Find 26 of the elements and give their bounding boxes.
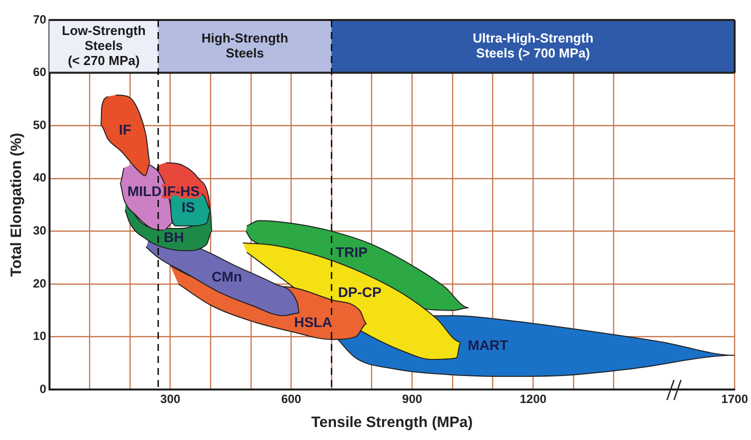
- x-tick-label: 300: [160, 392, 181, 406]
- y-tick-label: 30: [32, 224, 47, 238]
- y-tick-label: 0: [40, 382, 47, 396]
- y-tick-label: 10: [32, 329, 47, 344]
- band-label: High-Strength Steels: [202, 30, 288, 60]
- y-tick-label: 40: [32, 170, 47, 185]
- series-label: MART: [468, 337, 509, 354]
- x-tick-label: 600: [281, 392, 302, 406]
- band-label: Low-Strength Steels (< 270 MPa): [62, 22, 146, 68]
- series-label: DP-CP: [338, 284, 382, 300]
- y-tick-label: 50: [32, 118, 47, 132]
- y-tick-label: 20: [32, 276, 47, 290]
- x-tick-label: 900: [402, 392, 422, 406]
- y-tick-label: 70: [32, 12, 47, 26]
- series-label: BH: [164, 228, 184, 245]
- band-label: Ultra-High-Strength Steels (> 700 MPa): [472, 30, 594, 60]
- series-label: IS: [182, 199, 195, 216]
- x-tick-label: 1200: [520, 392, 547, 406]
- series-label: HSLA: [294, 314, 332, 330]
- y-axis-title: Total Elongation (%): [8, 132, 26, 277]
- y-tick-label: 60: [32, 65, 47, 80]
- x-tick-label: 1700: [721, 392, 748, 406]
- series-label: IF: [118, 121, 132, 138]
- series-label: TRIP: [336, 244, 368, 260]
- x-axis-title: Tensile Strength (MPa): [311, 414, 473, 432]
- series-label: CMn: [212, 268, 242, 285]
